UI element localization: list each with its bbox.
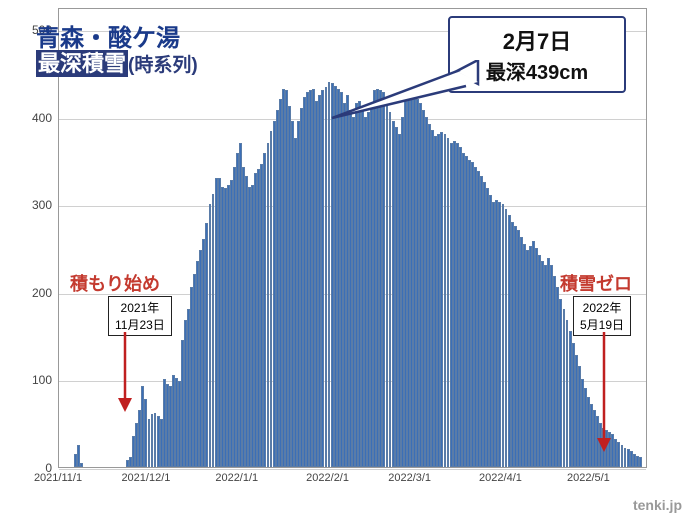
chart-subtitle: 最深積雪(時系列): [36, 46, 198, 78]
start-date-l1: 2021年: [115, 299, 165, 316]
x-tick-label: 2022/4/1: [479, 472, 522, 484]
callout-value: 最深439cm: [460, 56, 614, 85]
bar: [639, 457, 642, 467]
subtitle-highlight: 最深積雪: [36, 50, 128, 77]
x-tick-label: 2022/2/1: [306, 472, 349, 484]
x-tick-label: 2022/5/1: [567, 472, 610, 484]
gridline: [59, 469, 646, 470]
end-arrow-icon: [594, 332, 614, 452]
end-date-l2: 5月19日: [580, 316, 624, 333]
end-date-box: 2022年 5月19日: [573, 296, 631, 336]
y-tick-label: 200: [12, 286, 52, 300]
start-date-box: 2021年 11月23日: [108, 296, 172, 336]
y-tick-label: 100: [12, 373, 52, 387]
start-date-l2: 11月23日: [115, 316, 165, 333]
end-annotation-label: 積雪ゼロ: [560, 270, 632, 296]
subtitle-extra: (時系列): [128, 55, 198, 76]
y-tick-label: 400: [12, 111, 52, 125]
bar: [80, 463, 83, 467]
x-tick-label: 2021/12/1: [121, 472, 170, 484]
end-date-l1: 2022年: [580, 299, 624, 316]
callout-date: 2月7日: [460, 24, 614, 56]
x-tick-label: 2021/11/1: [34, 472, 82, 484]
callout-tail: [300, 60, 480, 120]
x-tick-label: 2022/1/1: [215, 472, 258, 484]
x-tick-label: 2022/3/1: [388, 472, 431, 484]
y-tick-label: 300: [12, 198, 52, 212]
watermark: tenki.jp: [633, 497, 682, 513]
start-arrow-icon: [115, 332, 135, 412]
chart-container: 0100200300400500 2021/11/12021/12/12022/…: [0, 0, 692, 519]
start-annotation-label: 積もり始め: [70, 270, 160, 296]
